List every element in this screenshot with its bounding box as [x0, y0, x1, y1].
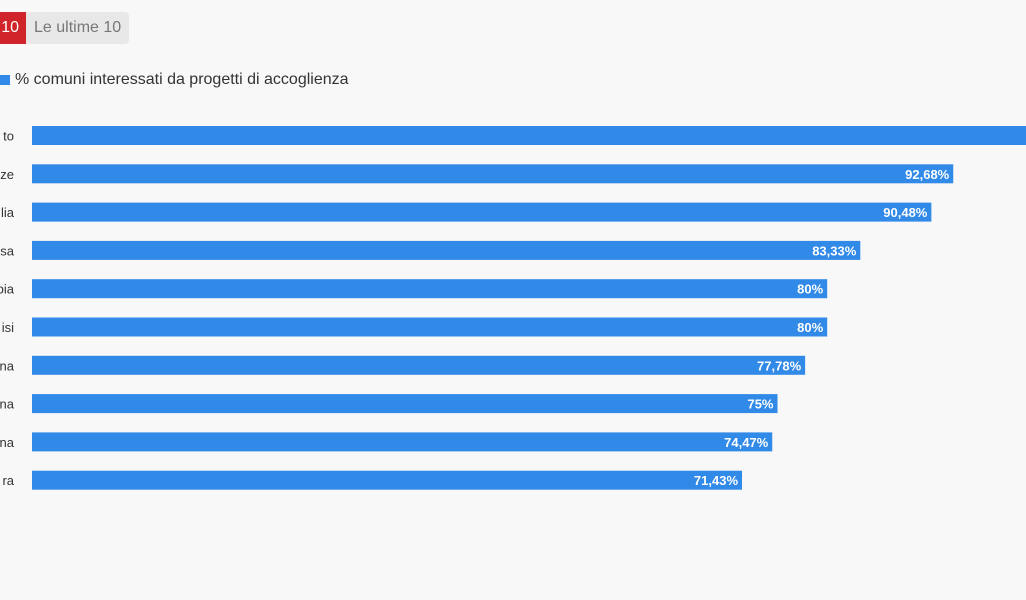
category-label-8: na [0, 435, 15, 450]
bar-8[interactable] [32, 432, 773, 452]
category-label-3: sa [0, 243, 15, 258]
top-bottom-toggle[interactable]: 10 Le ultime 10 [0, 12, 130, 44]
bar-5[interactable] [32, 317, 828, 337]
category-label-9: ra [2, 473, 14, 488]
category-label-0: to [3, 129, 14, 144]
legend-swatch [0, 75, 10, 85]
bar-0[interactable] [32, 126, 1026, 145]
value-label-8: 74,47% [724, 435, 769, 450]
bar-6[interactable] [32, 355, 806, 375]
bar-3[interactable] [32, 240, 861, 260]
category-label-2: lia [1, 205, 15, 220]
top-10-button[interactable]: 10 [0, 12, 26, 44]
value-label-9: 71,43% [694, 473, 739, 488]
category-label-1: ze [0, 167, 14, 182]
category-label-4: bia [0, 282, 15, 297]
bar-1[interactable] [32, 164, 954, 184]
category-label-6: na [0, 358, 15, 373]
bar-7[interactable] [32, 394, 778, 414]
chart-legend: % comuni interessati da progetti di acco… [0, 71, 349, 89]
category-label-5: isi [2, 320, 14, 335]
legend-label: % comuni interessati da progetti di acco… [15, 71, 349, 88]
bar-9[interactable] [32, 470, 743, 490]
last-10-button[interactable]: Le ultime 10 [26, 12, 130, 44]
value-label-6: 77,78% [757, 358, 802, 373]
value-label-7: 75% [747, 397, 773, 412]
value-label-2: 90,48% [883, 205, 928, 220]
bar-2[interactable] [32, 202, 932, 222]
bar-4[interactable] [32, 279, 828, 299]
value-label-3: 83,33% [812, 243, 857, 258]
category-label-7: na [0, 397, 15, 412]
value-label-1: 92,68% [905, 167, 950, 182]
value-label-4: 80% [797, 282, 823, 297]
value-label-5: 80% [797, 320, 823, 335]
